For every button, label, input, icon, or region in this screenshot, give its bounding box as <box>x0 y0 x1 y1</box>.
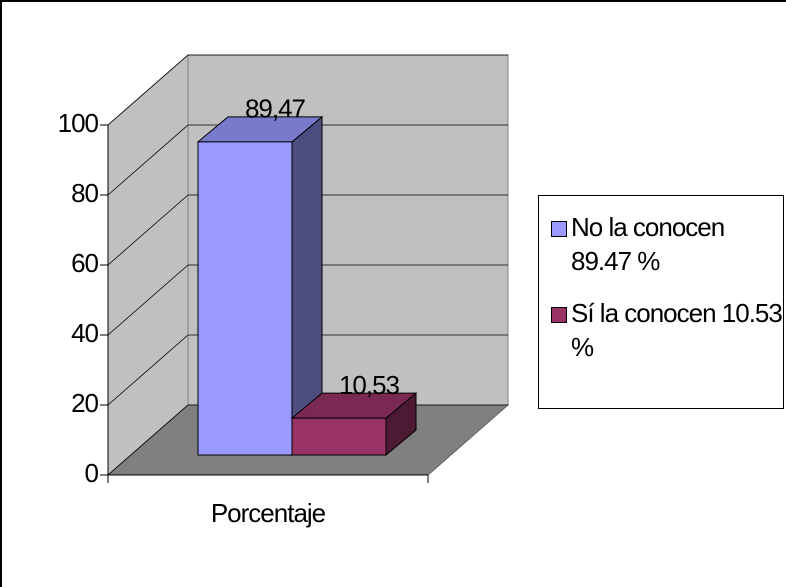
grid-line <box>107 404 189 476</box>
grid-line <box>107 124 189 196</box>
y-tick-label: 40 <box>71 318 98 348</box>
x-tick-label: Porcentaje <box>211 498 326 528</box>
data-label: 10,53 <box>339 370 400 400</box>
legend-swatch <box>551 221 567 237</box>
y-tick-label: 0 <box>85 458 99 488</box>
grid-line <box>107 54 189 126</box>
side-wall <box>107 53 189 477</box>
bar <box>291 417 387 456</box>
legend-label: Sí la conocen 10.53 % <box>571 298 783 362</box>
y-tick-label: 60 <box>71 248 98 278</box>
grid-line <box>107 194 189 266</box>
y-tick-label: 100 <box>58 108 99 138</box>
grid-line <box>107 264 189 336</box>
legend-label: No la conocen 89.47 % <box>571 212 725 276</box>
legend-swatch <box>551 307 567 323</box>
legend-entry: Sí la conocen 10.53 % <box>551 296 783 364</box>
legend: No la conocen 89.47 % Sí la conocen 10.53… <box>538 195 784 409</box>
bar <box>197 141 293 456</box>
legend-entry: No la conocen 89.47 % <box>551 210 783 278</box>
grid-line <box>107 334 189 406</box>
data-label: 89,47 <box>245 94 306 124</box>
y-tick-label: 80 <box>71 178 98 208</box>
y-tick-label: 20 <box>71 388 98 418</box>
